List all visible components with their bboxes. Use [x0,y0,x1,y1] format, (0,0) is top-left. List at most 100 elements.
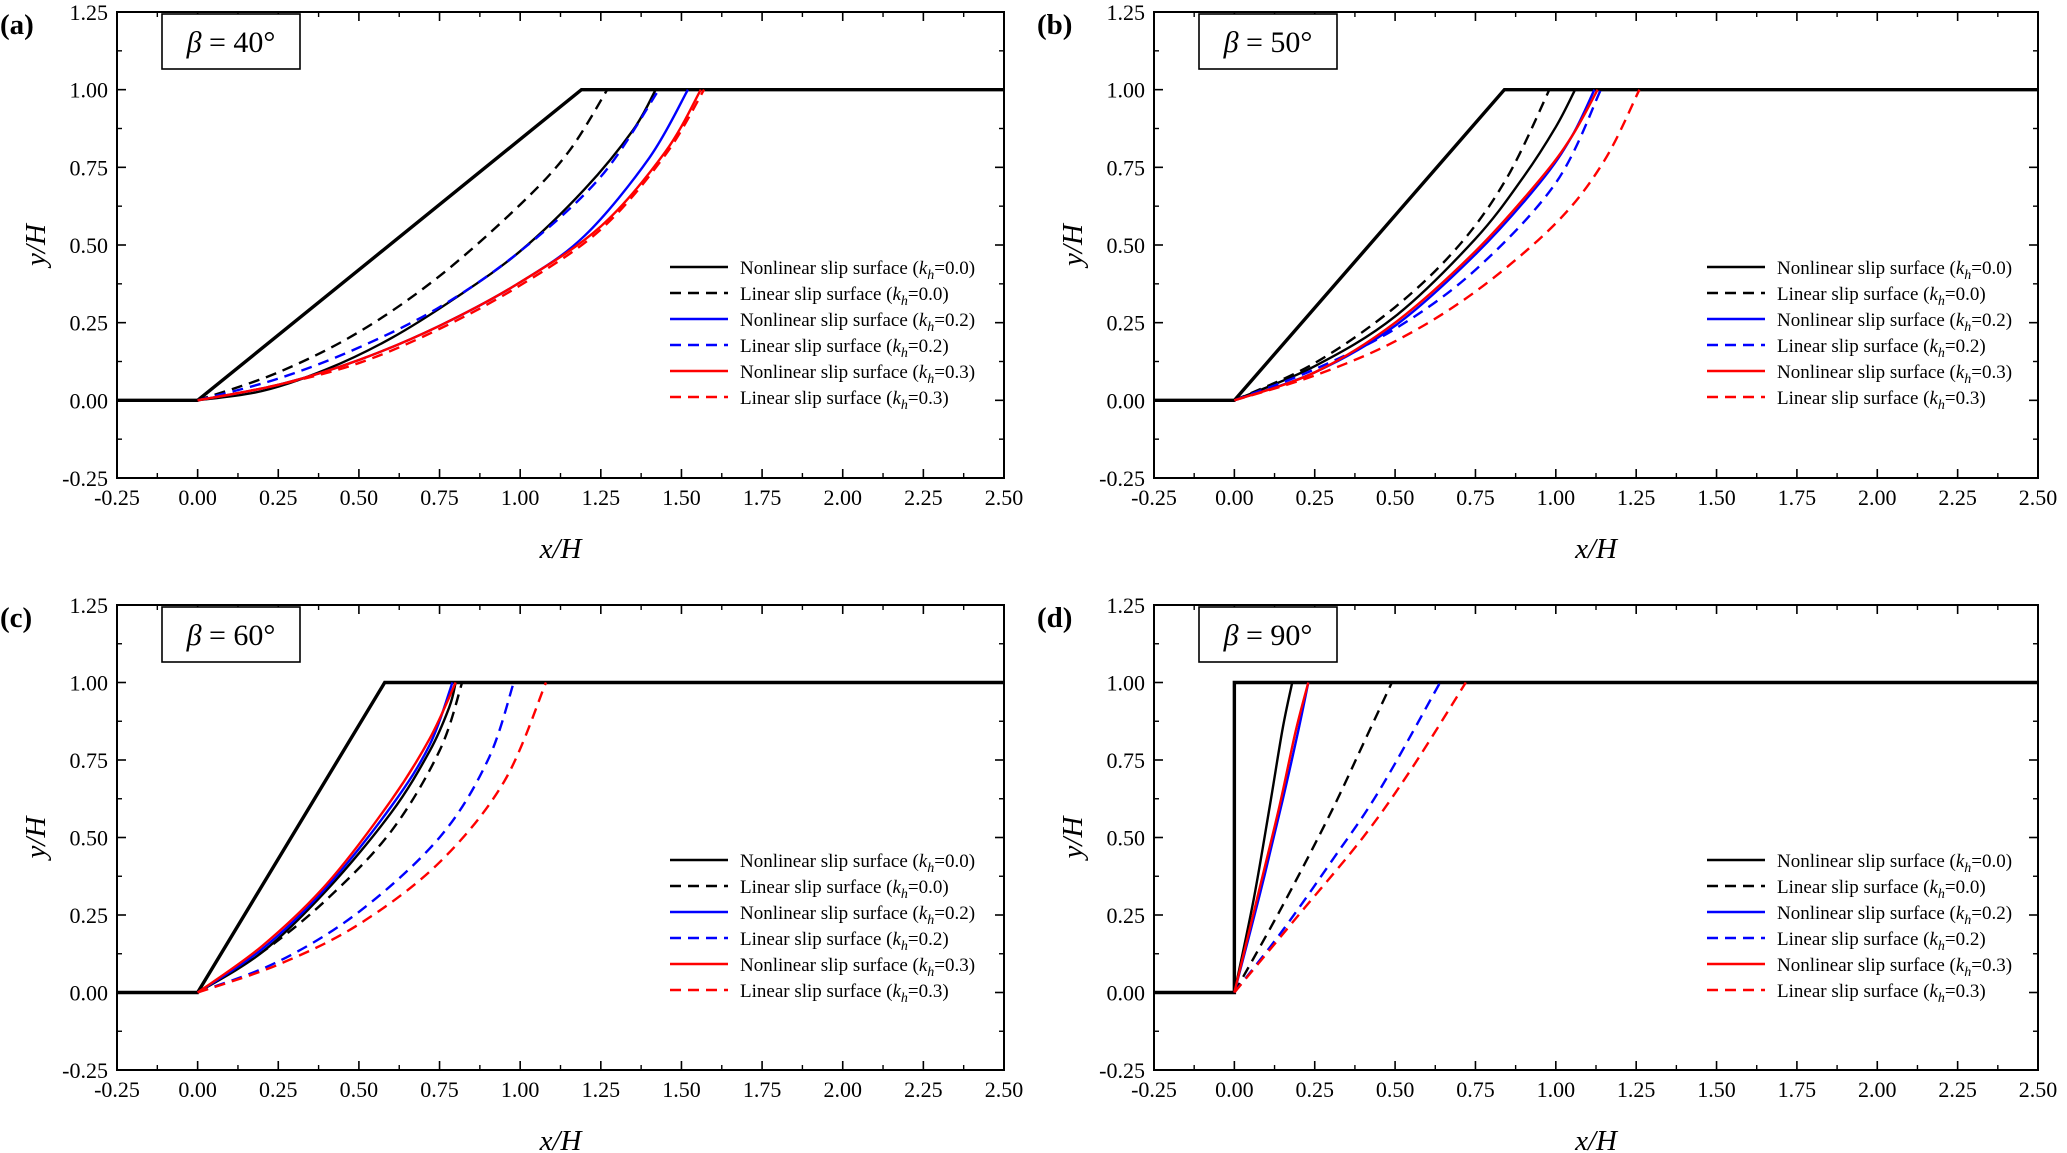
legend-k-subscript: h [1938,939,1945,954]
linear-slip-curve-kh02 [1233,89,1602,402]
legend-k-symbol: k [1956,362,1965,383]
x-tick-label: 1.75 [743,485,782,510]
y-tick-label: 1.00 [1107,78,1146,103]
beta-symbol: β [186,619,202,652]
x-tick-label: -0.25 [1131,1077,1177,1102]
x-tick-label: 0.75 [1456,1077,1495,1102]
legend-kh-value: =0.0) [1945,284,1986,305]
nonlinear-slip-curve-kh00 [1233,682,1294,993]
legend-k-symbol: k [1929,388,1938,409]
x-tick-label: 0.25 [1295,485,1334,510]
beta-symbol: β [1223,26,1239,59]
x-tick-label: 0.00 [178,1077,217,1102]
legend-k-subscript: h [927,320,934,335]
legend-k-symbol: k [1956,310,1965,331]
legend-entry: Linear slip surface (kh=0.0) [1777,284,1986,309]
beta-value: = 40° [202,26,276,59]
legend-entry: Linear slip surface (kh=0.3) [1777,981,1986,1006]
legend-name: Nonlinear slip surface ( [740,310,919,331]
nonlinear-slip-curve-kh02 [197,89,689,402]
legend-k-subscript: h [901,991,908,1006]
linear-slip-curve-kh00 [197,682,464,994]
slope-profile-line [1154,87,2038,403]
x-tick-label: 2.00 [1858,1077,1897,1102]
x-tick-label: 2.25 [904,1077,943,1102]
legend-name: Nonlinear slip surface ( [1777,955,1956,976]
legend-k-subscript: h [1964,965,1971,980]
x-tick-label: 0.00 [178,485,217,510]
legend-k-symbol: k [892,284,901,305]
x-tick-label: -0.25 [1131,485,1177,510]
legend-entry: Nonlinear slip surface (kh=0.2) [1777,903,2012,928]
legend-k-subscript: h [927,372,934,387]
legend-kh-value: =0.0) [908,284,949,305]
legend-k-symbol: k [1929,877,1938,898]
x-tick-label: 1.00 [1537,485,1576,510]
legend-k-subscript: h [927,965,934,980]
beta-value: = 50° [1239,26,1313,59]
y-tick-label: 0.00 [1107,388,1146,413]
x-tick-label: 2.00 [1858,485,1897,510]
x-tick-label: 2.50 [2019,1077,2058,1102]
legend-kh-value: =0.2) [908,929,949,950]
legend-name: Nonlinear slip surface ( [1777,310,1956,331]
y-axis-title: y/H [1057,222,1089,269]
beta-annotation: β = 40° [186,26,276,59]
legend-name: Nonlinear slip surface ( [1777,258,1956,279]
x-tick-label: 2.25 [904,485,943,510]
legend-entry: Nonlinear slip surface (kh=0.0) [740,851,975,876]
legend-k-subscript: h [901,939,908,954]
legend-entry: Nonlinear slip surface (kh=0.3) [740,362,975,387]
legend-k-subscript: h [901,294,908,309]
x-tick-label: 0.25 [1295,1077,1334,1102]
legend-k-subscript: h [927,268,934,283]
legend-k-symbol: k [1956,903,1965,924]
legend-k-subscript: h [901,346,908,361]
legend-kh-value: =0.0) [1971,258,2012,279]
legend-k-subscript: h [927,913,934,928]
slope-profile-line [1154,680,2038,995]
legend-name: Nonlinear slip surface ( [740,258,919,279]
y-axis-title: y/H [1057,815,1089,862]
x-tick-label: -0.25 [94,485,140,510]
legend-k-symbol: k [1956,258,1965,279]
x-tick-label: 1.00 [501,1077,540,1102]
beta-annotation: β = 90° [1223,619,1313,652]
y-tick-label: -0.25 [1099,1058,1145,1083]
nonlinear-slip-curve-kh03 [196,681,457,994]
panel-label: (d) [1037,602,1072,634]
legend-k-subscript: h [1964,320,1971,335]
x-tick-label: 1.25 [1617,1077,1656,1102]
legend-k-symbol: k [1929,336,1938,357]
beta-symbol: β [1223,619,1239,652]
legend-entry: Linear slip surface (kh=0.0) [740,877,949,902]
beta-value: = 90° [1239,619,1313,652]
beta-annotation: β = 50° [1223,26,1313,59]
legend-kh-value: =0.2) [1971,310,2012,331]
legend-k-subscript: h [1938,398,1945,413]
legend-kh-value: =0.2) [1945,336,1986,357]
x-tick-label: 1.00 [1537,1077,1576,1102]
y-tick-label: 1.25 [1107,593,1146,618]
legend-name: Nonlinear slip surface ( [740,903,919,924]
x-tick-label: 1.50 [662,485,701,510]
nonlinear-slip-curve-kh00 [1233,89,1577,402]
legend-name: Linear slip surface ( [740,336,892,357]
x-tick-label: 1.25 [1617,485,1656,510]
x-tick-label: 0.50 [340,485,379,510]
legend-kh-value: =0.3) [1971,955,2012,976]
x-tick-label: 0.00 [1215,1077,1254,1102]
legend-kh-value: =0.2) [934,310,975,331]
y-tick-label: 1.25 [70,593,109,618]
legend-k-symbol: k [892,877,901,898]
x-tick-label: 0.50 [340,1077,379,1102]
legend-name: Linear slip surface ( [1777,929,1929,950]
legend-k-symbol: k [919,258,928,279]
legend-entry: Nonlinear slip surface (kh=0.0) [1777,258,2012,283]
legend-k-subscript: h [901,887,908,902]
legend-name: Linear slip surface ( [740,981,892,1002]
legend-k-symbol: k [1956,955,1965,976]
legend-k-symbol: k [1956,851,1965,872]
legend-entry: Nonlinear slip surface (kh=0.0) [740,258,975,283]
